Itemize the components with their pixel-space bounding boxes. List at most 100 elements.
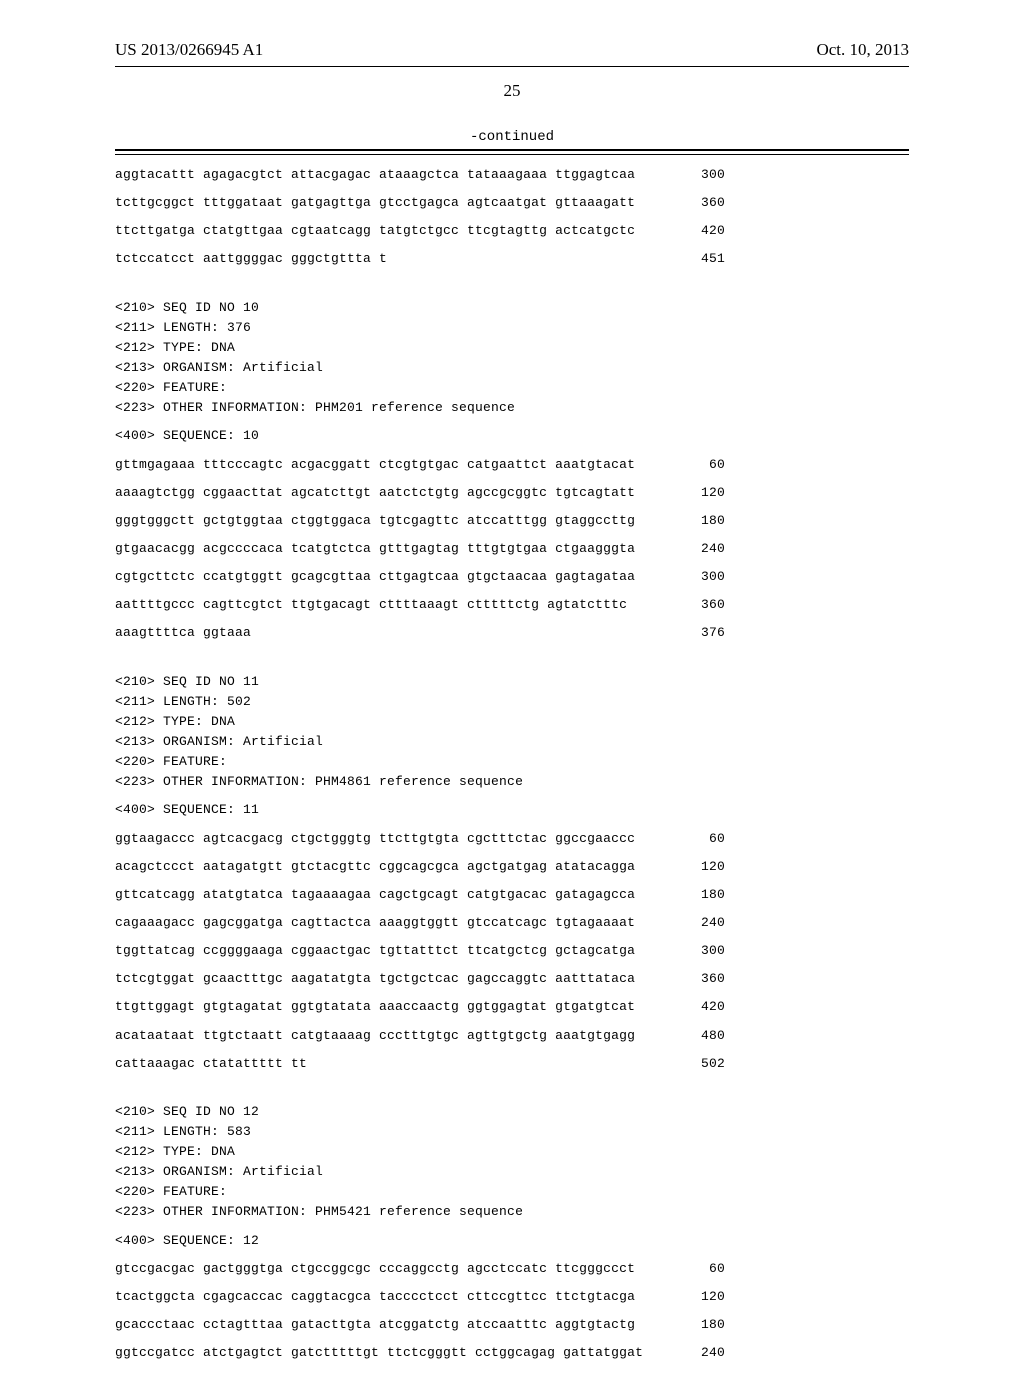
sequence-position: 300 bbox=[689, 165, 725, 185]
seq-header-line: <210> SEQ ID NO 11 bbox=[115, 672, 909, 692]
sequence-text: aaaagtctgg cggaacttat agcatcttgt aatctct… bbox=[115, 483, 635, 503]
sequence-position: 376 bbox=[689, 623, 725, 643]
sequence-position: 480 bbox=[689, 1026, 725, 1046]
seq-header-line: <212> TYPE: DNA bbox=[115, 1142, 909, 1162]
sequence-position: 180 bbox=[689, 1315, 725, 1335]
sequence-text: ggtaagaccc agtcacgacg ctgctgggtg ttcttgt… bbox=[115, 829, 635, 849]
sequence-position: 360 bbox=[689, 969, 725, 989]
seq-sequence-label: <400> SEQUENCE: 12 bbox=[115, 1231, 909, 1251]
sequence-position: 300 bbox=[689, 941, 725, 961]
sequence-line: aaagttttca ggtaaa 376 bbox=[115, 623, 725, 643]
sequence-line: cattaaagac ctatattttt tt 502 bbox=[115, 1054, 725, 1074]
sequence-position: 180 bbox=[689, 511, 725, 531]
sequence-line: acataataat ttgtctaatt catgtaaaag ccctttg… bbox=[115, 1026, 725, 1046]
sequence-line: gtccgacgac gactgggtga ctgccggcgc cccaggc… bbox=[115, 1259, 725, 1279]
sequence-line: ttgttggagt gtgtagatat ggtgtatata aaaccaa… bbox=[115, 997, 725, 1017]
continued-label: -continued bbox=[115, 129, 909, 145]
sequence-position: 120 bbox=[689, 1287, 725, 1307]
sequence-text: cgtgcttctc ccatgtggtt gcagcgttaa cttgagt… bbox=[115, 567, 635, 587]
sequence-text: tggttatcag ccggggaaga cggaactgac tgttatt… bbox=[115, 941, 635, 961]
seq-header-line: <213> ORGANISM: Artificial bbox=[115, 1162, 909, 1182]
seq-header-line: <211> LENGTH: 583 bbox=[115, 1122, 909, 1142]
sequence-text: tctccatcct aattggggac gggctgttta t bbox=[115, 249, 387, 269]
sequence-line: ttcttgatga ctatgttgaa cgtaatcagg tatgtct… bbox=[115, 221, 725, 241]
sequence-line: gttcatcagg atatgtatca tagaaaagaa cagctgc… bbox=[115, 885, 725, 905]
sequence-line: acagctccct aatagatgtt gtctacgttc cggcagc… bbox=[115, 857, 725, 877]
sequence-text: gtgaacacgg acgccccaca tcatgtctca gtttgag… bbox=[115, 539, 635, 559]
sequence-text: gggtgggctt gctgtggtaa ctggtggaca tgtcgag… bbox=[115, 511, 635, 531]
seq-header-line: <210> SEQ ID NO 12 bbox=[115, 1102, 909, 1122]
page-number: 25 bbox=[115, 81, 909, 101]
header-rule bbox=[115, 66, 909, 67]
seq-sequence-label: <400> SEQUENCE: 10 bbox=[115, 426, 909, 446]
sequence-line: cgtgcttctc ccatgtggtt gcagcgttaa cttgagt… bbox=[115, 567, 725, 587]
sequence-text: cagaaagacc gagcggatga cagttactca aaaggtg… bbox=[115, 913, 635, 933]
publication-id: US 2013/0266945 A1 bbox=[115, 40, 263, 60]
sequence-text: ttgttggagt gtgtagatat ggtgtatata aaaccaa… bbox=[115, 997, 635, 1017]
seq-header-line: <211> LENGTH: 502 bbox=[115, 692, 909, 712]
seq-header-line: <223> OTHER INFORMATION: PHM201 referenc… bbox=[115, 398, 909, 418]
sequence-line: tcactggcta cgagcaccac caggtacgca tacccct… bbox=[115, 1287, 725, 1307]
seq-header-line: <220> FEATURE: bbox=[115, 752, 909, 772]
sequence-line: ggtccgatcc atctgagtct gatctttttgt ttctcg… bbox=[115, 1343, 725, 1363]
publication-date: Oct. 10, 2013 bbox=[816, 40, 909, 60]
seq-sequence-label: <400> SEQUENCE: 11 bbox=[115, 800, 909, 820]
sequence-line: tggttatcag ccggggaaga cggaactgac tgttatt… bbox=[115, 941, 725, 961]
sequence-text: tcttgcggct tttggataat gatgagttga gtcctga… bbox=[115, 193, 635, 213]
sequence-position: 120 bbox=[689, 483, 725, 503]
sequence-position: 240 bbox=[689, 1343, 725, 1363]
sequence-text: gtccgacgac gactgggtga ctgccggcgc cccaggc… bbox=[115, 1259, 635, 1279]
sequence-position: 60 bbox=[689, 829, 725, 849]
sequence-position: 240 bbox=[689, 539, 725, 559]
sequence-position: 180 bbox=[689, 885, 725, 905]
sequence-line: gttmgagaaa tttcccagtc acgacggatt ctcgtgt… bbox=[115, 455, 725, 475]
seq-header-line: <212> TYPE: DNA bbox=[115, 338, 909, 358]
sequence-position: 420 bbox=[689, 221, 725, 241]
seq-header-line: <211> LENGTH: 376 bbox=[115, 318, 909, 338]
seq-header-line: <223> OTHER INFORMATION: PHM4861 referen… bbox=[115, 772, 909, 792]
sequence-position: 360 bbox=[689, 595, 725, 615]
sequence-line: tcttgcggct tttggataat gatgagttga gtcctga… bbox=[115, 193, 725, 213]
sequence-text: tctcgtggat gcaactttgc aagatatgta tgctgct… bbox=[115, 969, 635, 989]
sequence-position: 60 bbox=[689, 1259, 725, 1279]
sequence-text: aattttgccc cagttcgtct ttgtgacagt cttttaa… bbox=[115, 595, 627, 615]
sequence-text: gttcatcagg atatgtatca tagaaaagaa cagctgc… bbox=[115, 885, 635, 905]
sequence-position: 120 bbox=[689, 857, 725, 877]
seq-header-line: <223> OTHER INFORMATION: PHM5421 referen… bbox=[115, 1202, 909, 1222]
seq-header-line: <212> TYPE: DNA bbox=[115, 712, 909, 732]
sequence-position: 60 bbox=[689, 455, 725, 475]
sequence-position: 360 bbox=[689, 193, 725, 213]
sequence-listing: aggtacattt agagacgtct attacgagac ataaagc… bbox=[115, 165, 909, 1391]
sequence-line: gcaccctaac cctagtttaa gatacttgta atcggat… bbox=[115, 1315, 725, 1335]
sequence-text: gcaccctaac cctagtttaa gatacttgta atcggat… bbox=[115, 1315, 635, 1335]
sequence-line: aaaagtctgg cggaacttat agcatcttgt aatctct… bbox=[115, 483, 725, 503]
sequence-position: 502 bbox=[689, 1054, 725, 1074]
sequence-line: tctcgtggat gcaactttgc aagatatgta tgctgct… bbox=[115, 969, 725, 989]
seq-header-line: <220> FEATURE: bbox=[115, 1182, 909, 1202]
seq-header-line: <213> ORGANISM: Artificial bbox=[115, 732, 909, 752]
sequence-text: cattaaagac ctatattttt tt bbox=[115, 1054, 307, 1074]
sequence-line: ggtaagaccc agtcacgacg ctgctgggtg ttcttgt… bbox=[115, 829, 725, 849]
sequence-line: gtgaacacgg acgccccaca tcatgtctca gtttgag… bbox=[115, 539, 725, 559]
sequence-text: gttmgagaaa tttcccagtc acgacggatt ctcgtgt… bbox=[115, 455, 635, 475]
sequence-text: acataataat ttgtctaatt catgtaaaag ccctttg… bbox=[115, 1026, 635, 1046]
seq-header-line: <210> SEQ ID NO 10 bbox=[115, 298, 909, 318]
sequence-text: ggtccgatcc atctgagtct gatctttttgt ttctcg… bbox=[115, 1343, 643, 1363]
seq-rule-thick bbox=[115, 149, 909, 151]
sequence-text: ttcttgatga ctatgttgaa cgtaatcagg tatgtct… bbox=[115, 221, 635, 241]
sequence-text: tcactggcta cgagcaccac caggtacgca tacccct… bbox=[115, 1287, 635, 1307]
sequence-line: tctccatcct aattggggac gggctgttta t 451 bbox=[115, 249, 725, 269]
sequence-line: aggtacattt agagacgtct attacgagac ataaagc… bbox=[115, 165, 725, 185]
sequence-text: aaagttttca ggtaaa bbox=[115, 623, 251, 643]
sequence-line: aattttgccc cagttcgtct ttgtgacagt cttttaa… bbox=[115, 595, 725, 615]
sequence-position: 240 bbox=[689, 913, 725, 933]
seq-rule-thin bbox=[115, 154, 909, 155]
seq-header-line: <220> FEATURE: bbox=[115, 378, 909, 398]
sequence-text: acagctccct aatagatgtt gtctacgttc cggcagc… bbox=[115, 857, 635, 877]
sequence-position: 451 bbox=[689, 249, 725, 269]
sequence-position: 300 bbox=[689, 567, 725, 587]
sequence-text: aggtacattt agagacgtct attacgagac ataaagc… bbox=[115, 165, 635, 185]
seq-header-line: <213> ORGANISM: Artificial bbox=[115, 358, 909, 378]
sequence-line: cagaaagacc gagcggatga cagttactca aaaggtg… bbox=[115, 913, 725, 933]
sequence-position: 420 bbox=[689, 997, 725, 1017]
